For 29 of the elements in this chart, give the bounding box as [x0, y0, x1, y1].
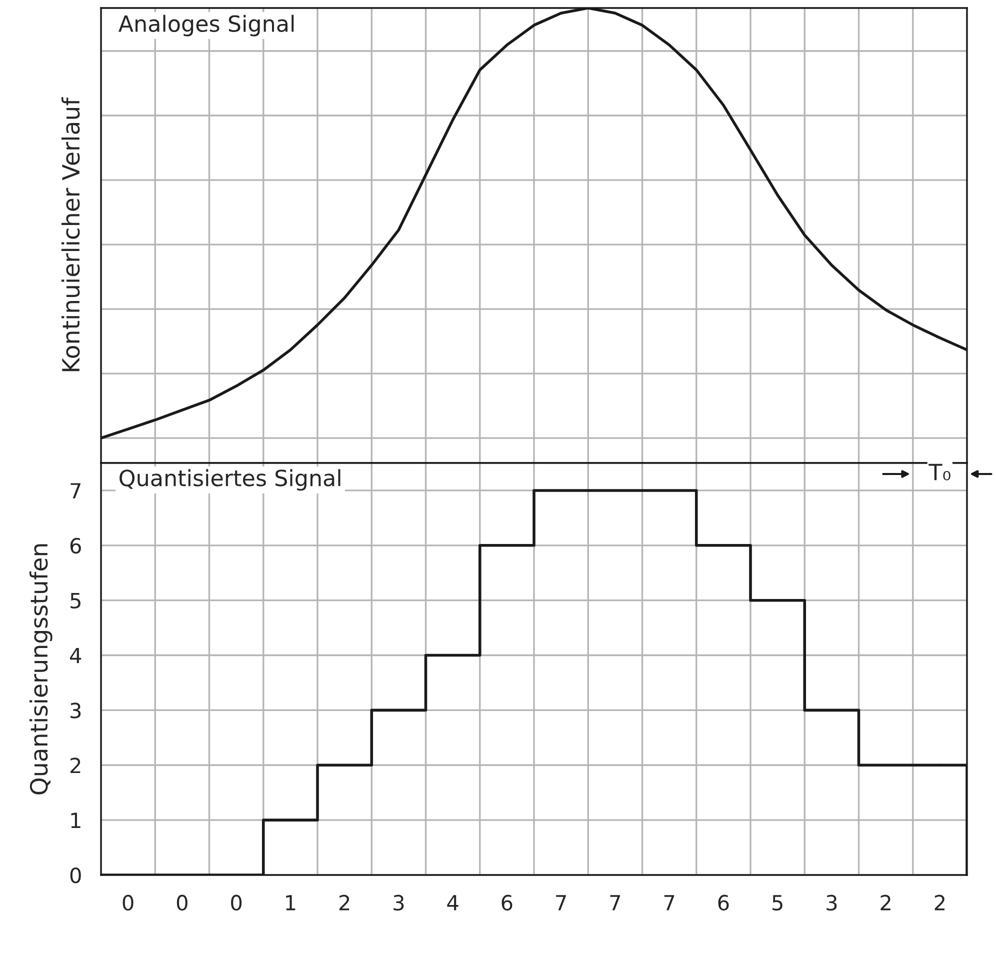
- x-tick-label: 4: [447, 895, 458, 910]
- x-tick-label: 1: [286, 895, 296, 910]
- y-tick-label: 1: [71, 812, 80, 828]
- y-tick-label: 5: [70, 593, 80, 609]
- y-axis-title: Quantisierungsstufen: [29, 544, 52, 794]
- x-tick-label: 2: [934, 894, 944, 910]
- x-tick-label: 2: [339, 894, 350, 910]
- y-tick-label: 0: [70, 867, 81, 884]
- annotation: T₀: [928, 464, 950, 480]
- x-tick-label: 0: [231, 894, 242, 911]
- x-tick-label: 5: [772, 895, 782, 911]
- y-tick-label: 7: [70, 483, 80, 498]
- x-tick-label: 7: [556, 895, 566, 910]
- y-tick-label: 4: [70, 648, 82, 664]
- y-axis-title: Kontinuierlicher Verlauf: [61, 97, 80, 372]
- x-tick-label: 0: [122, 894, 134, 911]
- y-tick-label: 2: [70, 758, 80, 774]
- x-tick-label: 6: [502, 894, 512, 911]
- x-tick-label: 7: [610, 895, 620, 910]
- x-tick-label: 0: [176, 894, 188, 911]
- chart-title: Analoges Signal: [118, 14, 294, 36]
- x-tick-label: 6: [718, 894, 729, 911]
- x-tick-label: 7: [664, 895, 674, 910]
- y-tick-label: 3: [70, 702, 81, 718]
- y-tick-label: 6: [70, 538, 81, 554]
- x-tick-label: 3: [826, 894, 837, 911]
- chart-title: Quantisiertes Signal: [120, 469, 340, 491]
- x-tick-label: 3: [394, 894, 404, 911]
- x-tick-label: 2: [880, 894, 890, 910]
